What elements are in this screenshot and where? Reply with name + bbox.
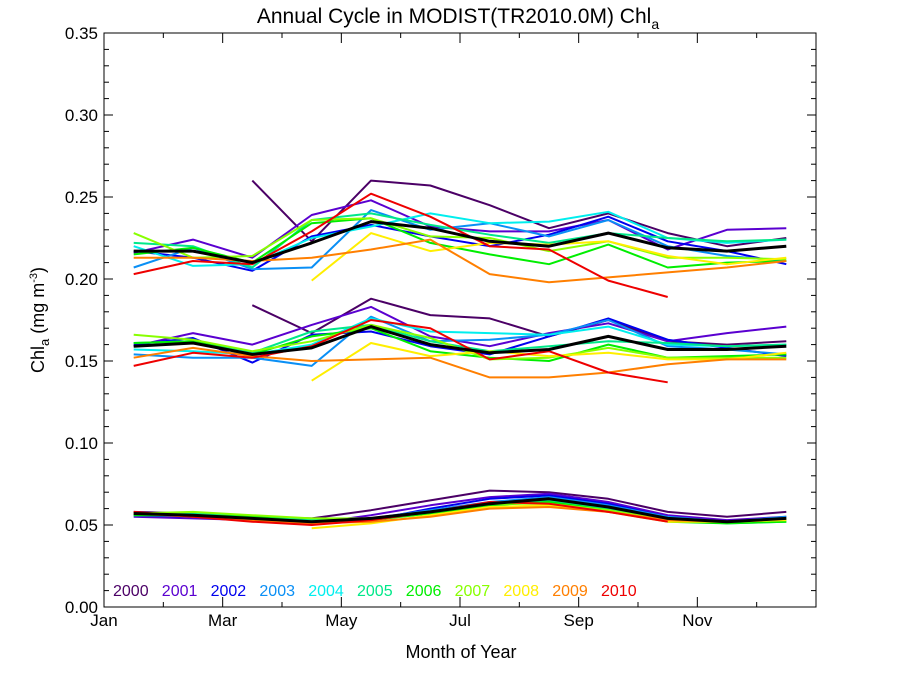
series-line-2010-upper xyxy=(133,192,668,298)
legend-entry-2005: 2005 xyxy=(357,583,393,600)
legend-entry-2002: 2002 xyxy=(211,583,247,600)
legend: 2000 2001 2002 2003 2004 2005 2006 2007 2008 2009… xyxy=(113,583,637,600)
x-tick-label: May xyxy=(325,611,358,630)
series-line-2008-upper xyxy=(311,232,787,282)
y-tick-label: 0.35 xyxy=(65,24,98,43)
legend-entry-2004: 2004 xyxy=(308,583,344,600)
legend-entry-2001: 2001 xyxy=(162,583,198,600)
x-tick-label: Nov xyxy=(682,611,713,630)
chart-title-subscript: a xyxy=(651,16,659,32)
y-tick-label: 0.05 xyxy=(65,516,98,535)
series-line-2002-upper xyxy=(133,215,787,272)
x-tick-label: Jul xyxy=(449,611,471,630)
x-axis-title: Month of Year xyxy=(405,642,516,662)
series-line-2008-middle xyxy=(311,342,787,382)
y-tick-label: 0.25 xyxy=(65,188,98,207)
x-tick-label: Mar xyxy=(208,611,238,630)
legend-entry-2000: 2000 xyxy=(113,583,149,600)
series-line-2005-middle xyxy=(133,323,787,354)
x-tick-label: Jan xyxy=(90,611,117,630)
series-line-mean-middle xyxy=(133,325,787,356)
y-tick-label: 0.00 xyxy=(65,598,98,617)
legend-entry-2003: 2003 xyxy=(259,583,295,600)
legend-entry-2010: 2010 xyxy=(601,583,637,600)
series-line-mean-lower xyxy=(133,497,787,524)
x-axis: Jan Mar May Jul Sep Nov xyxy=(90,33,817,630)
series-line-2009-middle xyxy=(133,346,787,379)
series-line-2010-middle xyxy=(133,319,668,384)
series-lines xyxy=(133,179,787,530)
y-axis-title: Chla (mg m-3) xyxy=(28,267,52,373)
y-tick-label: 0.30 xyxy=(65,106,98,125)
y-tick-label: 0.10 xyxy=(65,434,98,453)
x-tick-label: Sep xyxy=(564,611,594,630)
legend-entry-2008: 2008 xyxy=(503,583,539,600)
chart-title: Annual Cycle in MODIST(TR2010.0M) Chla xyxy=(257,5,659,32)
series-line-mean-upper xyxy=(133,220,787,265)
y-tick-label: 0.20 xyxy=(65,270,98,289)
legend-entry-2007: 2007 xyxy=(455,583,491,600)
legend-entry-2009: 2009 xyxy=(552,583,588,600)
y-axis: 0.00 0.05 0.10 0.15 0.20 0.25 0.30 0.35 xyxy=(65,24,816,617)
legend-entry-2006: 2006 xyxy=(406,583,442,600)
y-tick-label: 0.15 xyxy=(65,352,98,371)
